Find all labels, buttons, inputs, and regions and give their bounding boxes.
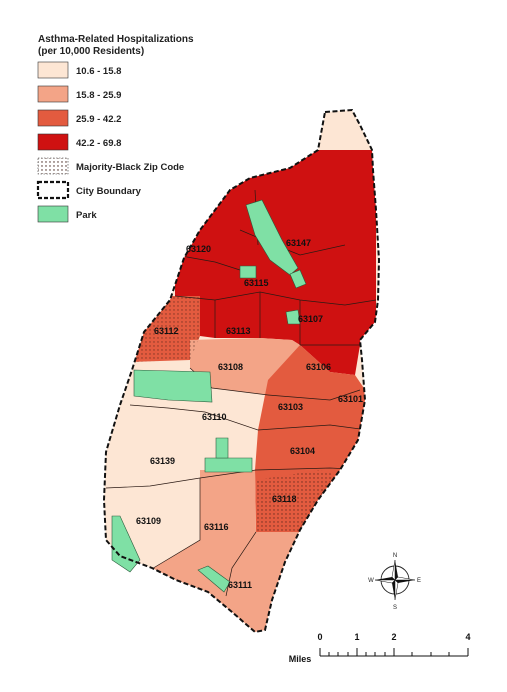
zip-label-63120: 63120 [186, 244, 211, 254]
city-map: 63120 63147 63115 63107 63112 63113 6310… [102, 108, 381, 634]
compass-point-w-dark [375, 577, 395, 580]
zip-label-63107: 63107 [298, 314, 323, 324]
compass-n-label: N [393, 553, 397, 559]
legend-label-class-1: 10.6 - 15.8 [76, 66, 121, 77]
compass-point-w-light [374, 579, 396, 584]
legend-swatch-class-1 [37, 61, 69, 79]
map-legend: Asthma-Related Hospitalizations (per 10,… [36, 34, 194, 223]
compass-rose: N S E W [368, 553, 421, 611]
zip-label-63139: 63139 [150, 456, 175, 466]
compass-w-label: W [368, 578, 374, 584]
legend-swatch-majority-black [37, 157, 69, 175]
legend-label-majority-black: Majority-Black Zip Code [76, 162, 184, 173]
compass-s-label: S [393, 605, 397, 611]
scale-tick-label-1: 1 [354, 632, 359, 642]
zip-label-63106: 63106 [306, 362, 331, 372]
park-small-1 [239, 265, 257, 279]
scale-tick-label-3: 4 [465, 632, 470, 642]
boundary-11 [105, 469, 257, 489]
scale-tick-label-0: 0 [317, 632, 322, 642]
zip-label-63118: 63118 [272, 494, 297, 504]
compass-point-e-light [394, 576, 416, 581]
zip-label-63101: 63101 [338, 394, 363, 404]
boundary-13 [225, 531, 257, 597]
zip-label-63116: 63116 [204, 522, 229, 532]
legend-label-class-3: 25.9 - 42.2 [76, 114, 121, 125]
boundary-16 [175, 254, 241, 271]
compass-e-label: E [417, 578, 421, 584]
zip-label-63110: 63110 [202, 412, 227, 422]
scale-tick-label-2: 2 [391, 632, 396, 642]
boundary-8 [257, 424, 369, 431]
zip-label-63113: 63113 [226, 326, 251, 336]
park-south-1 [204, 457, 253, 473]
dots-63118 [256, 470, 350, 532]
park-south-2 [215, 437, 229, 459]
legend-title-line2: (per 10,000 Residents) [38, 46, 144, 57]
park-small-2 [289, 269, 307, 289]
zip-label-63115: 63115 [244, 278, 269, 288]
zip-label-63108: 63108 [218, 362, 243, 372]
legend-swatch-park [37, 205, 69, 223]
legend-swatch-class-3 [37, 109, 69, 127]
scale-ruler [319, 648, 469, 657]
parks [111, 199, 307, 593]
compass-point-n-dark [395, 560, 398, 580]
park-small-3 [285, 309, 301, 325]
boundary-10 [129, 404, 259, 431]
compass-point-s-light [394, 579, 399, 601]
scale-unit-label: Miles [289, 654, 312, 664]
zip-label-63104: 63104 [290, 446, 315, 456]
legend-title-line1: Asthma-Related Hospitalizations [38, 34, 194, 45]
zip-label-63103: 63103 [278, 402, 303, 412]
boundary-12 [149, 478, 201, 571]
compass-point-s-dark [392, 580, 395, 600]
boundary-7 [267, 389, 361, 401]
legend-swatch-city-boundary [36, 180, 70, 200]
legend-label-class-2: 15.8 - 25.9 [76, 90, 121, 101]
park-south-3 [197, 565, 231, 593]
legend-swatch-class-2 [37, 85, 69, 103]
city-boundary [102, 108, 381, 634]
boundary-1 [174, 291, 377, 306]
park-forest [133, 369, 213, 403]
legend-label-park: Park [76, 210, 97, 221]
legend-label-class-4: 42.2 - 69.8 [76, 138, 121, 149]
compass-point-e-dark [395, 580, 415, 583]
zip-label-63111: 63111 [228, 580, 252, 590]
zip-label-63147: 63147 [286, 238, 311, 248]
compass-point-n-light [391, 559, 396, 581]
legend-swatch-class-4 [37, 133, 69, 151]
park-north [245, 199, 299, 276]
zip-labels: 63120 63147 63115 63107 63112 63113 6310… [136, 238, 363, 590]
legend-label-city-boundary: City Boundary [76, 186, 142, 197]
zip-label-63112: 63112 [154, 326, 179, 336]
zip-label-63109: 63109 [136, 516, 161, 526]
park-southwest [111, 515, 141, 573]
scale-bar: 0 1 2 4 Miles [289, 632, 471, 664]
